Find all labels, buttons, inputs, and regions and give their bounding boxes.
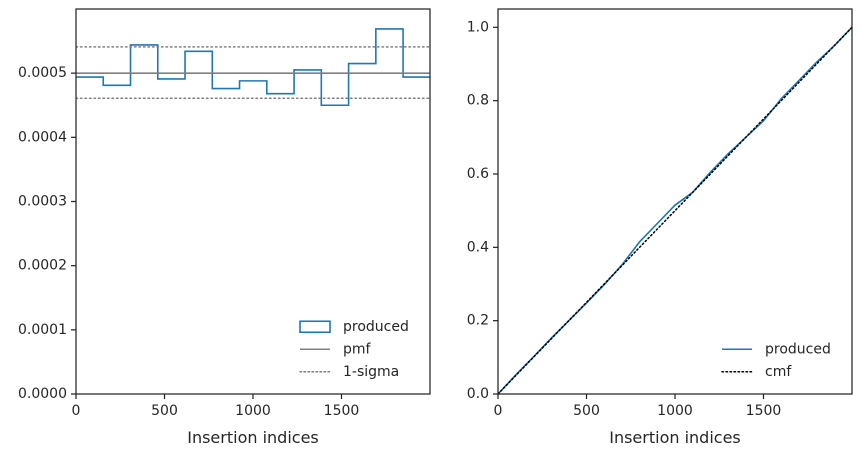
plot-area bbox=[498, 26, 852, 394]
y-tick-label: 0.0 bbox=[467, 386, 489, 402]
y-tick-label: 0.2 bbox=[467, 313, 489, 329]
x-tick-label: 0 bbox=[494, 403, 503, 419]
x-tick-label: 0 bbox=[72, 403, 81, 419]
y-tick-label: 0.0001 bbox=[18, 322, 67, 338]
plot-area bbox=[76, 28, 430, 107]
axes-frame bbox=[75, 8, 431, 395]
legend-entry: 1-sigma bbox=[299, 364, 399, 380]
y-tick-label: 0.8 bbox=[467, 93, 489, 109]
y-tick-label: 0.0005 bbox=[18, 65, 67, 81]
x-tick-label: 1000 bbox=[235, 403, 271, 419]
x-axis-label: Insertion indices bbox=[187, 428, 319, 447]
x-axis-label: Insertion indices bbox=[609, 428, 741, 447]
legend-entry: produced bbox=[722, 341, 831, 357]
x-tick-label: 500 bbox=[573, 403, 600, 419]
y-tick-label: 0.0004 bbox=[18, 129, 67, 145]
axes-frame bbox=[497, 8, 853, 395]
y-tick-label: 0.0003 bbox=[18, 194, 67, 210]
x-tick-label: 500 bbox=[151, 403, 178, 419]
legend-label: cmf bbox=[765, 364, 792, 380]
series-cmf-line bbox=[498, 26, 852, 394]
y-tick-label: 0.6 bbox=[467, 166, 489, 182]
x-tick-label: 1500 bbox=[746, 403, 782, 419]
legend-label: 1-sigma bbox=[343, 364, 399, 380]
legend-label: produced bbox=[765, 341, 831, 357]
y-tick-label: 0.0002 bbox=[18, 258, 67, 274]
legend-label: pmf bbox=[343, 341, 372, 357]
legend-label: produced bbox=[343, 319, 409, 335]
y-tick-label: 0.4 bbox=[467, 239, 489, 255]
legend-entry: cmf bbox=[721, 364, 792, 380]
right-panel-cumulative: 0 500 1000 1500 0.0 0.2 0.4 0.6 0.8 1.0 Insertion … bbox=[467, 8, 853, 447]
left-panel-histogram: 0 500 1000 1500 0.0000 0.0001 0.0002 0.0003 0.00… bbox=[18, 8, 431, 447]
y-tick-label: 1.0 bbox=[467, 19, 489, 35]
series-produced-step-line bbox=[76, 28, 430, 107]
x-tick-label: 1500 bbox=[324, 403, 360, 419]
legend-swatch-produced bbox=[299, 320, 331, 334]
y-tick-label: 0.0000 bbox=[18, 386, 67, 402]
x-tick-label: 1000 bbox=[657, 403, 693, 419]
legend-entry: pmf bbox=[300, 341, 372, 357]
legend-entry: produced bbox=[299, 319, 409, 335]
